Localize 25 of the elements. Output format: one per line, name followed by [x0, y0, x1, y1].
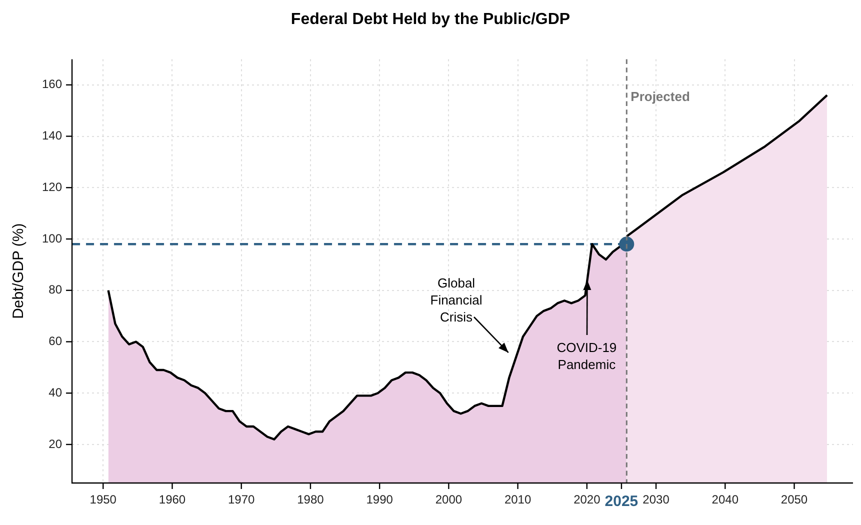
y-tick-label: 120	[42, 180, 62, 194]
annotation: COVID-19 Pandemic	[556, 340, 617, 372]
x-tick-label: 1970	[228, 492, 256, 507]
y-tick-label: 20	[48, 436, 62, 451]
x-tick-label: 1990	[366, 492, 394, 507]
y-tick-label: 80	[48, 282, 62, 297]
y-tick-label: 40	[48, 385, 62, 400]
annotation: Global Financial Crisis	[430, 275, 482, 324]
y-tick-label: 60	[48, 334, 62, 348]
x-tick-label: 1980	[297, 492, 324, 507]
x-tick-label: 2050	[780, 492, 808, 507]
y-tick-label: 100	[42, 231, 62, 246]
x-tick-label: 2020	[574, 492, 601, 507]
x-tick-label: 2010	[504, 492, 532, 507]
x-tick-label: 2030	[642, 492, 670, 507]
x-tick-label: 2040	[712, 492, 739, 507]
y-tick-label: 160	[42, 77, 62, 92]
x-tick-label: 1960	[158, 492, 186, 507]
y-tick-label: 140	[42, 128, 62, 143]
ref-line-label: Projected	[630, 88, 690, 104]
x-tick-label: 2025	[604, 493, 638, 510]
chart-title: Federal Debt Held by the Public/GDP	[290, 11, 570, 28]
y-axis-title: Debt/GDP (%)	[10, 223, 28, 319]
x-tick-label: 2000	[435, 492, 462, 507]
x-tick-label: 1950	[90, 492, 117, 507]
